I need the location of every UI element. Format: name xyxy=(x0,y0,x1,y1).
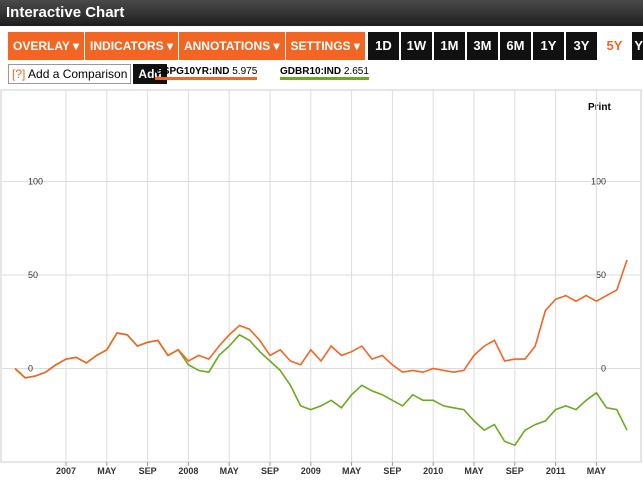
help[interactable]: [?] xyxy=(12,67,26,81)
x-tick-label: 2007 xyxy=(56,466,76,476)
x-tick-label: MAY xyxy=(97,466,116,476)
x-tick-label: MAY xyxy=(220,466,239,476)
x-tick-label: MAY xyxy=(342,466,361,476)
comparison-label: Add a Comparison xyxy=(28,67,128,81)
print[interactable]: Print xyxy=(588,102,611,113)
y-tick-label: 100 xyxy=(591,177,606,187)
range-button[interactable]: 1Y xyxy=(532,32,564,60)
series-line xyxy=(14,259,628,379)
range-button[interactable]: 1W xyxy=(400,32,432,60)
x-tick-label: SEP xyxy=(506,466,524,476)
y-tick-label: 0 xyxy=(601,364,606,374)
range-button[interactable]: 6M xyxy=(499,32,531,60)
legend-value: 5.975 xyxy=(232,66,258,77)
range-button[interactable]: 1M xyxy=(433,32,465,60)
x-tick-label: MAY xyxy=(587,466,606,476)
x-tick-label: 2009 xyxy=(301,466,321,476)
legend-entry: GDBR10:IND 2.651 xyxy=(280,66,369,80)
x-tick-label: MAY xyxy=(464,466,483,476)
y-tick-label: 0 xyxy=(28,364,33,374)
chart: 0 0 50 50 100 100 2007 MAY SEP 2008 MAY SEP 2009 MAY S… xyxy=(0,89,642,476)
x-tick-label: SEP xyxy=(139,466,157,476)
legend-entry: GSPG10YR:IND 5.975 xyxy=(155,66,258,80)
x-tick-label: SEP xyxy=(261,466,279,476)
menu-button[interactable]: OVERLAY ▾ xyxy=(8,32,86,60)
range-button[interactable]: 5Y xyxy=(598,32,630,60)
comparison: [?] Add a Comparison Add xyxy=(8,64,167,84)
y-tick-label: 50 xyxy=(28,270,38,280)
comparison-input[interactable]: [?] Add a Comparison xyxy=(8,64,132,84)
menu-button[interactable]: INDICATORS ▾ xyxy=(85,32,179,60)
x-tick-label: SEP xyxy=(383,466,401,476)
y-tick-label: 100 xyxy=(28,177,43,187)
y-tick-label: 50 xyxy=(596,270,606,280)
legend-value: 2.651 xyxy=(343,66,369,77)
x-tick-label: 2008 xyxy=(178,466,198,476)
plot-frame xyxy=(0,89,642,463)
range-button[interactable]: YTD xyxy=(631,32,643,60)
range-button[interactable]: 3M xyxy=(466,32,498,60)
range-button[interactable]: 1D xyxy=(367,32,399,60)
toolbar: OVERLAY ▾ INDICATORS ▾ ANNOTATIONS ▾ SETTIN… xyxy=(8,32,643,60)
legend-name: GSPG10YR:IND xyxy=(155,66,230,77)
x-tick-label: 2010 xyxy=(423,466,443,476)
x-tick-label: 2011 xyxy=(546,466,566,476)
menu-button[interactable]: ANNOTATIONS ▾ xyxy=(178,32,286,60)
header: Interactive Chart xyxy=(0,0,643,26)
range-button[interactable]: 3Y xyxy=(565,32,597,60)
menu-button[interactable]: SETTINGS ▾ xyxy=(285,32,366,60)
legend-name: GDBR10:IND xyxy=(280,66,342,77)
